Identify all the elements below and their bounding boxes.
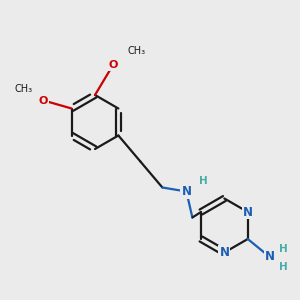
Text: CH₃: CH₃ (127, 46, 145, 56)
Text: O: O (108, 60, 118, 70)
Text: CH₃: CH₃ (15, 83, 33, 94)
Text: N: N (219, 246, 230, 259)
Text: H: H (199, 176, 208, 187)
Text: N: N (243, 206, 253, 218)
Text: N: N (182, 185, 191, 198)
Text: H: H (279, 244, 288, 254)
Text: H: H (279, 262, 288, 272)
Text: O: O (39, 95, 48, 106)
Text: N: N (265, 250, 275, 263)
